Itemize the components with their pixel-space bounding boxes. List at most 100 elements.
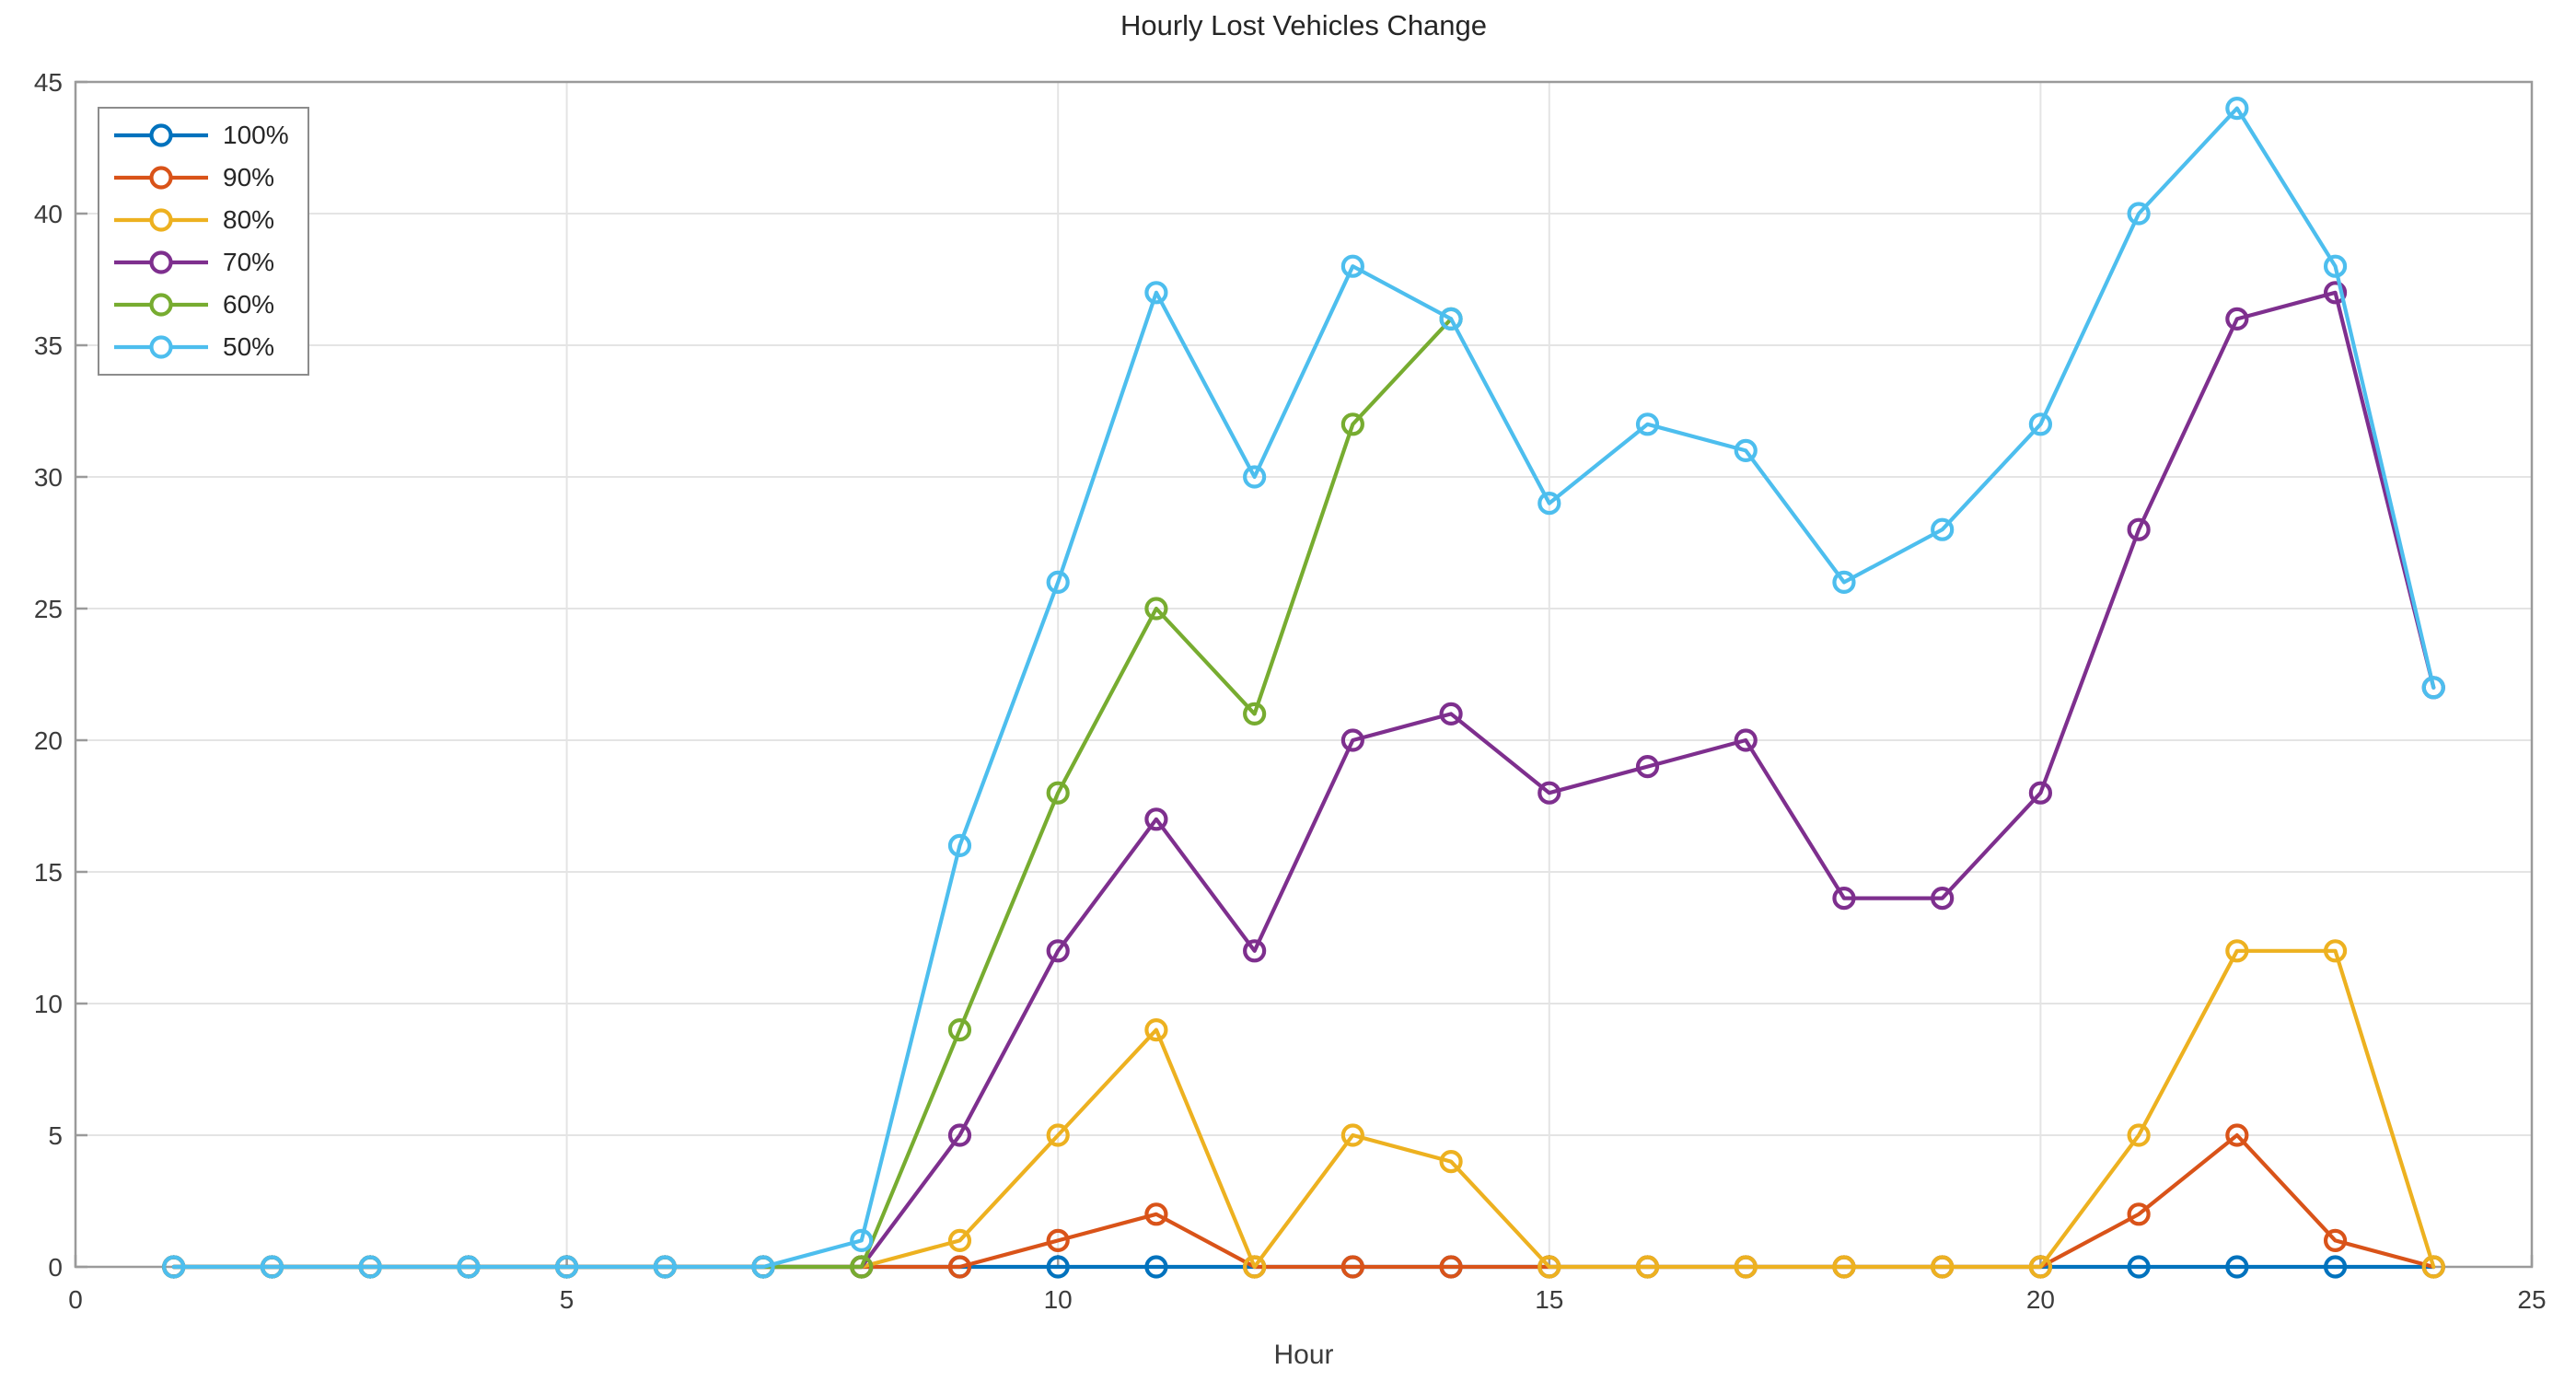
data-point-80%	[1243, 1255, 1267, 1279]
x-tick-label: 0	[68, 1285, 83, 1314]
data-point-70%	[2028, 781, 2052, 805]
data-point-50%	[1144, 281, 1168, 305]
data-point-50%	[2127, 202, 2151, 226]
data-point-70%	[1144, 807, 1168, 831]
legend-line-sample-icon	[114, 123, 208, 147]
y-tick-label: 5	[48, 1121, 63, 1150]
legend-entry-90%: 90%	[110, 157, 307, 198]
y-tick-label: 20	[34, 726, 63, 755]
y-tick-label: 15	[34, 858, 63, 887]
y-tick-label: 0	[48, 1253, 63, 1282]
data-point-70%	[1734, 728, 1758, 752]
data-point-80%	[1734, 1255, 1758, 1279]
legend-entry-100%: 100%	[110, 115, 307, 156]
data-point-80%	[2225, 939, 2249, 963]
y-tick-label: 10	[34, 990, 63, 1018]
legend-line-sample-icon	[114, 335, 208, 359]
data-point-60%	[1340, 412, 1364, 436]
legend-label: 60%	[223, 290, 275, 319]
data-point-80%	[947, 1228, 972, 1253]
data-point-60%	[1144, 597, 1168, 621]
data-point-80%	[2421, 1255, 2445, 1279]
legend-label: 90%	[223, 163, 275, 192]
series-line-50%	[171, 106, 2436, 1270]
legend-label: 50%	[223, 332, 275, 361]
y-tick-label: 40	[34, 200, 63, 228]
legend-line-sample-icon	[114, 208, 208, 232]
legend-line-sample-icon	[114, 166, 208, 190]
data-point-90%	[2225, 1123, 2249, 1147]
x-tick-label: 10	[1044, 1285, 1073, 1314]
data-point-70%	[1635, 754, 1660, 779]
data-point-80%	[2028, 1255, 2052, 1279]
data-point-100%	[1144, 1255, 1168, 1279]
data-point-50%	[1734, 438, 1758, 462]
data-point-50%	[1931, 517, 1955, 541]
data-point-50%	[1439, 307, 1463, 331]
chart-title: Hourly Lost Vehicles Change	[1120, 9, 1488, 41]
data-point-70%	[1537, 781, 1561, 805]
legend-entry-50%: 50%	[110, 327, 307, 367]
legend-label: 70%	[223, 248, 275, 276]
legend-box: 100% 90% 80% 70% 60% 50%	[98, 107, 309, 376]
data-point-50%	[2323, 254, 2348, 278]
data-point-50%	[1243, 465, 1267, 489]
data-point-70%	[1243, 939, 1267, 963]
data-point-70%	[1439, 702, 1463, 726]
data-point-50%	[751, 1255, 775, 1279]
data-point-70%	[947, 1123, 972, 1147]
data-point-90%	[1046, 1228, 1070, 1253]
data-point-50%	[554, 1255, 579, 1279]
data-point-50%	[2028, 412, 2052, 436]
y-tick-label: 35	[34, 331, 63, 360]
data-point-50%	[653, 1255, 677, 1279]
legend-entry-80%: 80%	[110, 200, 307, 240]
data-point-80%	[1340, 1123, 1364, 1147]
data-point-80%	[1439, 1149, 1463, 1174]
data-point-70%	[2323, 281, 2348, 305]
data-point-100%	[2127, 1255, 2151, 1279]
data-point-80%	[1931, 1255, 1955, 1279]
data-point-70%	[2127, 517, 2151, 541]
legend-entry-70%: 70%	[110, 242, 307, 283]
data-point-90%	[1144, 1202, 1168, 1226]
data-point-80%	[1144, 1017, 1168, 1042]
data-point-90%	[1340, 1255, 1364, 1279]
y-tick-label: 25	[34, 595, 63, 623]
data-point-50%	[1832, 570, 1856, 595]
data-point-90%	[2127, 1202, 2151, 1226]
legend-label: 80%	[223, 205, 275, 234]
y-tick-label: 45	[34, 68, 63, 97]
data-point-50%	[457, 1255, 481, 1279]
data-point-80%	[2127, 1123, 2151, 1147]
data-point-50%	[947, 833, 972, 858]
data-point-50%	[850, 1228, 874, 1253]
data-point-80%	[1832, 1255, 1856, 1279]
data-point-90%	[947, 1255, 972, 1279]
data-point-70%	[1931, 886, 1955, 911]
data-point-90%	[1439, 1255, 1463, 1279]
data-point-50%	[1046, 570, 1070, 595]
data-point-70%	[1046, 939, 1070, 963]
data-point-50%	[358, 1255, 382, 1279]
data-point-70%	[2225, 307, 2249, 331]
data-point-80%	[2323, 939, 2348, 963]
legend-line-sample-icon	[114, 293, 208, 317]
data-point-50%	[1635, 412, 1660, 436]
data-point-60%	[850, 1255, 874, 1279]
data-point-60%	[947, 1017, 972, 1042]
x-tick-label: 20	[2026, 1285, 2055, 1314]
legend-entry-60%: 60%	[110, 284, 307, 325]
legend-line-sample-icon	[114, 250, 208, 274]
data-point-100%	[1046, 1255, 1070, 1279]
data-point-70%	[1832, 886, 1856, 911]
data-point-50%	[162, 1255, 186, 1279]
data-point-50%	[2421, 676, 2445, 700]
data-point-80%	[1635, 1255, 1660, 1279]
data-point-50%	[1340, 254, 1364, 278]
y-tick-label: 30	[34, 463, 63, 492]
data-point-50%	[260, 1255, 284, 1279]
series-line-60%	[171, 317, 1454, 1270]
data-point-80%	[1537, 1255, 1561, 1279]
